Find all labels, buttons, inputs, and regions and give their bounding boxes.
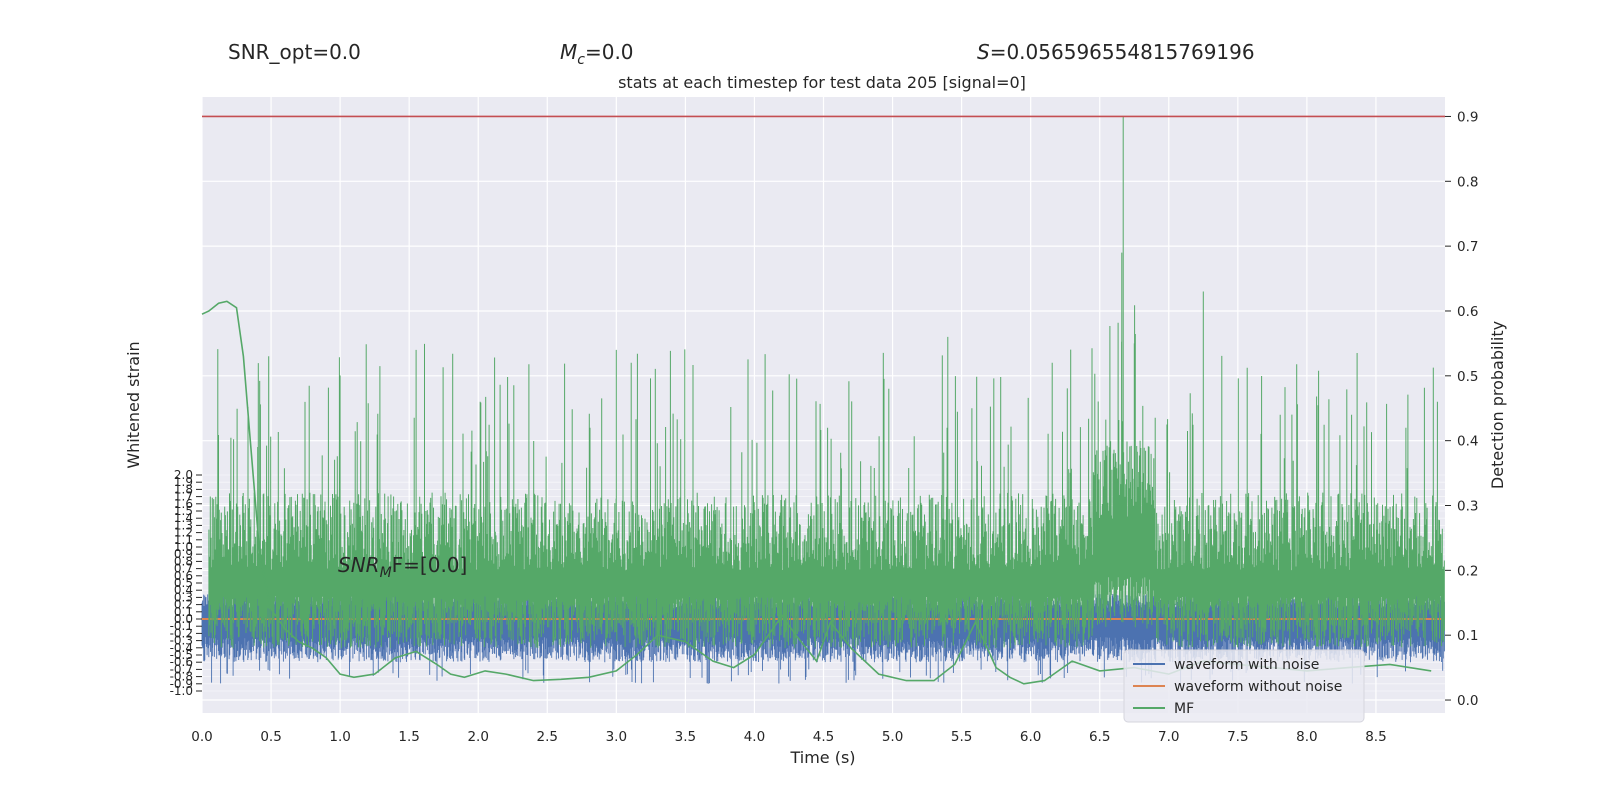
legend: waveform with noise waveform without noi… — [1123, 649, 1365, 723]
left-tick-label: 0.7 — [174, 562, 193, 576]
left-tick-label: 2.0 — [174, 468, 193, 482]
chart-title: stats at each timestep for test data 205… — [618, 73, 1026, 92]
right-tick-label: 0.0 — [1457, 693, 1478, 709]
x-tick-label: 2.5 — [537, 729, 558, 745]
x-tick-label: 0.0 — [191, 729, 212, 745]
left-tick-label: -1.0 — [170, 684, 193, 698]
x-tick-label: 5.5 — [951, 729, 972, 745]
legend-box — [1123, 649, 1365, 723]
right-tick-label: 0.2 — [1457, 563, 1478, 579]
left-tick-label: 0.9 — [174, 547, 193, 561]
left-tick-label: 0.3 — [174, 590, 193, 604]
left-tick-label: 1.9 — [174, 475, 193, 489]
left-tick-label: 0.6 — [174, 569, 193, 583]
left-tick-label: -0.3 — [170, 634, 193, 648]
left-tick-label: 1.4 — [174, 511, 193, 525]
left-tick-label: 1.2 — [174, 526, 193, 540]
x-tick-label: 0.5 — [260, 729, 281, 745]
x-tick-label: 8.5 — [1365, 729, 1386, 745]
left-axis-label: Whitened strain — [124, 341, 143, 468]
left-tick-label: 1.0 — [174, 540, 193, 554]
right-tick-label: 0.5 — [1457, 369, 1478, 385]
right-tick-label: 0.8 — [1457, 174, 1478, 190]
x-tick-label: 7.5 — [1227, 729, 1248, 745]
mf-spike-path — [208, 116, 1445, 649]
left-tick-label: 0.5 — [174, 576, 193, 590]
left-tick-label: 0.0 — [174, 612, 193, 626]
x-tick-label: 4.0 — [744, 729, 765, 745]
left-tick-label: 1.5 — [174, 504, 193, 518]
x-tick-label: 1.5 — [398, 729, 419, 745]
x-tick-label: 5.0 — [882, 729, 903, 745]
left-tick-label: 1.8 — [174, 482, 193, 496]
left-axis-ticks: -1.0-0.9-0.8-0.7-0.6-0.5-0.4-0.3-0.2-0.1… — [170, 468, 202, 698]
left-tick-label: 1.6 — [174, 497, 193, 511]
right-tick-label: 0.1 — [1457, 628, 1478, 644]
x-tick-label: 3.5 — [675, 729, 696, 745]
left-tick-label: -0.1 — [170, 619, 193, 633]
statistic-label: S=0.056596554815769196 — [977, 40, 1255, 64]
left-tick-label: -0.4 — [170, 641, 193, 655]
right-tick-label: 0.3 — [1457, 499, 1478, 515]
left-tick-label: -0.5 — [170, 648, 193, 662]
right-tick-label: 0.9 — [1457, 109, 1478, 125]
legend-item-mf: MF — [1174, 701, 1194, 717]
mf-envelope-line — [201, 300, 1432, 685]
x-tick-label: 6.0 — [1020, 729, 1041, 745]
left-tick-label: 1.3 — [174, 518, 193, 532]
chirp-mass-label: Mc=0.0 — [560, 40, 634, 68]
left-tick-label: 1.7 — [174, 490, 193, 504]
x-tick-label: 3.0 — [606, 729, 627, 745]
right-tick-label: 0.7 — [1457, 239, 1478, 255]
x-tick-label: 1.0 — [329, 729, 350, 745]
right-axis-ticks: 0.0 0.1 0.2 0.3 0.4 0.5 0.6 0.7 0.8 0.9 — [1445, 109, 1478, 709]
left-tick-label: 0.4 — [174, 583, 193, 597]
x-tick-label: 8.0 — [1296, 729, 1317, 745]
x-axis-label: Time (s) — [789, 748, 855, 767]
x-tick-label: 4.5 — [813, 729, 834, 745]
right-tick-label: 0.4 — [1457, 434, 1478, 450]
x-tick-label: 6.5 — [1089, 729, 1110, 745]
left-tick-label: -0.2 — [170, 626, 193, 640]
legend-item-noisy: waveform with noise — [1174, 657, 1319, 673]
x-tick-label: 7.0 — [1158, 729, 1179, 745]
left-tick-label: 1.1 — [174, 533, 193, 547]
left-tick-label: -0.6 — [170, 655, 193, 669]
x-axis-ticks: 0.0 0.5 1.0 1.5 2.0 2.5 3.0 3.5 4.0 4.5 5.0 5.5 6.0 6… — [191, 729, 1386, 745]
left-tick-label: 0.1 — [174, 605, 193, 619]
left-tick-label: -0.8 — [170, 670, 193, 684]
right-axis-label: Detection probability — [1488, 321, 1507, 489]
snr-opt-label: SNR_opt=0.0 — [228, 40, 361, 64]
x-tick-label: 2.0 — [467, 729, 488, 745]
legend-item-clean: waveform without noise — [1174, 679, 1342, 695]
left-tick-label: 0.8 — [174, 554, 193, 568]
right-tick-label: 0.6 — [1457, 304, 1478, 320]
series-mf — [201, 300, 1432, 685]
left-tick-label: 0.2 — [174, 598, 193, 612]
left-tick-label: -0.7 — [170, 662, 193, 676]
left-tick-label: -0.9 — [170, 677, 193, 691]
series-mf-spikes — [208, 116, 1445, 649]
snr-mf-annotation: SNRMF=[0.0] — [338, 553, 467, 581]
